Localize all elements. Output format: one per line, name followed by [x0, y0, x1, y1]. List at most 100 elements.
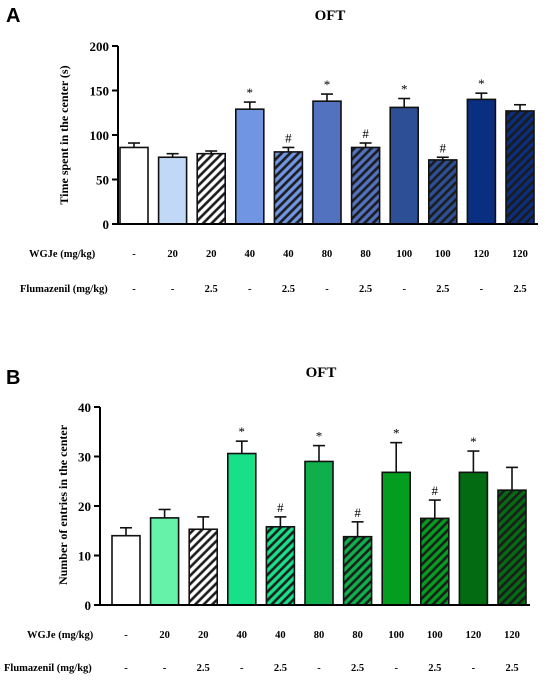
panel-a-dose-cell: - — [480, 284, 484, 295]
panel-a-y-tick-label: 150 — [90, 84, 110, 99]
panel-b-bar — [265, 525, 296, 606]
panel-a-dose-cell: 2.5 — [359, 284, 372, 295]
panel-a-dose-cell: 40 — [245, 249, 256, 260]
panel-a-plot-area: 0 50 100 150 200 * # * # * # * — [90, 39, 538, 232]
panel-a-dose-cell: 2.5 — [436, 284, 449, 295]
panel-b-y-tick-label: 30 — [78, 450, 91, 465]
panel-a-y-tick-label: 50 — [96, 173, 109, 188]
panel-a-bar — [196, 152, 226, 225]
panel-a-dose-cell: 80 — [360, 249, 371, 260]
panel-b-dose-cell: 40 — [275, 630, 286, 641]
panel-a-letter: A — [6, 5, 20, 27]
panel-b-significance-marker: # — [277, 500, 284, 515]
panel-b-significance-marker: * — [470, 434, 477, 449]
panel-b-dose-cell: 120 — [466, 630, 482, 641]
panel-a-significance-marker: # — [440, 140, 447, 155]
panel-a-bar — [505, 110, 535, 225]
panel-b-dose-cell: - — [472, 663, 476, 674]
panel-b-significance-marker: # — [354, 505, 361, 520]
panel-a-dose-cell: 100 — [435, 249, 451, 260]
panel-a-dose-table: - 20 20 40 40 80 80 100 100 120 120 - - 2.5 - 2.5 - 2.5 - 2… — [132, 249, 528, 295]
panel-a: A OFT Time spent in the center (s) 0 50 10… — [6, 5, 538, 295]
panel-a-significance-marker: * — [478, 76, 485, 91]
panel-a-dose-cell: - — [132, 284, 136, 295]
panel-b-y-tick-label: 10 — [78, 549, 91, 564]
panel-a-bar — [157, 156, 188, 225]
panel-b-dose-cell: 2.5 — [351, 663, 364, 674]
panel-b-bar — [149, 517, 180, 606]
panel-b-wgje-row-label: WGJe (mg/kg) — [27, 630, 94, 641]
panel-b-bar — [227, 452, 257, 606]
panel-b-bar — [419, 517, 450, 606]
panel-b-bar — [497, 489, 527, 606]
panel-b-dose-cell: 20 — [159, 630, 170, 641]
panel-a-significance-marker: # — [285, 130, 292, 145]
panel-b-dose-cell: 80 — [352, 630, 363, 641]
panel-a-significance-marker: # — [362, 126, 369, 141]
panel-a-dose-cell: - — [132, 249, 136, 260]
panel-a-bar — [427, 159, 458, 225]
panel-b-bar — [304, 460, 334, 606]
panel-b-significance-marker: * — [393, 426, 400, 441]
panel-b-bar — [458, 471, 489, 606]
panel-a-bar — [350, 146, 381, 225]
panel-b-y-tick-label: 0 — [85, 598, 92, 613]
panel-b-dose-cell: 120 — [504, 630, 520, 641]
panel-b-dose-cell: 2.5 — [274, 663, 287, 674]
panel-b-flumazenil-row-label: Flumazenil (mg/kg) — [4, 663, 92, 674]
panel-a-bar — [119, 146, 149, 225]
panel-b-significance-marker: * — [316, 429, 323, 444]
panel-a-bar — [389, 106, 420, 225]
panel-a-title: OFT — [315, 8, 346, 24]
panel-b-dose-cell: - — [124, 663, 128, 674]
panel-b-bar — [381, 471, 412, 606]
panel-b-dose-cell: 100 — [427, 630, 443, 641]
panel-a-y-tick-label: 200 — [90, 39, 110, 54]
panel-a-dose-cell: 2.5 — [282, 284, 295, 295]
panel-b-dose-cell: 80 — [314, 630, 325, 641]
panel-a-dose-cell: 2.5 — [205, 284, 218, 295]
panel-a-dose-cell: 2.5 — [513, 284, 526, 295]
panel-a-dose-cell: - — [171, 284, 175, 295]
panel-a-bar — [235, 108, 265, 225]
panel-b-dose-cell: 2.5 — [197, 663, 210, 674]
panel-a-dose-cell: 40 — [283, 249, 294, 260]
panel-b: B OFT Number of entries in the center 0 1… — [4, 365, 530, 674]
panel-a-significance-marker: * — [324, 77, 331, 92]
panel-b-letter: B — [6, 367, 20, 389]
panel-b-title: OFT — [306, 365, 337, 381]
panel-a-dose-cell: 100 — [396, 249, 412, 260]
panel-a-bar — [312, 100, 342, 225]
panel-a-significance-marker: * — [401, 82, 408, 97]
panel-b-bar — [111, 534, 141, 606]
panel-a-dose-cell: 80 — [322, 249, 333, 260]
panel-b-dose-cell: 2.5 — [505, 663, 518, 674]
panel-b-significance-marker: # — [432, 483, 439, 498]
panel-a-y-axis-label: Time spent in the center (s) — [57, 65, 71, 204]
panel-a-significance-marker: * — [247, 85, 254, 100]
panel-a-dose-cell: 20 — [167, 249, 178, 260]
panel-a-y-tick-label: 100 — [90, 128, 110, 143]
panel-b-dose-table: - 20 20 40 40 80 80 100 100 120 120 - - 2.5 - 2.5 - 2.5 - 2… — [124, 630, 520, 674]
panel-a-dose-cell: - — [325, 284, 329, 295]
panel-b-bar — [342, 535, 373, 606]
panel-b-dose-cell: 20 — [198, 630, 209, 641]
panel-b-dose-cell: 40 — [237, 630, 248, 641]
panel-a-dose-cell: - — [248, 284, 252, 295]
panel-a-flumazenil-row-label: Flumazenil (mg/kg) — [20, 284, 108, 295]
panel-b-dose-cell: 2.5 — [428, 663, 441, 674]
panel-b-y-tick-label: 40 — [78, 400, 91, 415]
panel-a-dose-cell: 120 — [512, 249, 528, 260]
panel-b-y-axis-label: Number of entries in the center — [56, 424, 70, 585]
panel-b-plot-area: 0 10 20 30 40 * # * # * # * — [78, 400, 530, 613]
panel-b-dose-cell: - — [163, 663, 167, 674]
panel-a-wgje-row-label: WGJe (mg/kg) — [29, 249, 96, 260]
panel-b-dose-cell: - — [394, 663, 398, 674]
panel-a-dose-cell: - — [402, 284, 406, 295]
panel-a-dose-cell: 120 — [474, 249, 490, 260]
panel-b-dose-cell: - — [317, 663, 321, 674]
panel-a-dose-cell: 20 — [206, 249, 217, 260]
panel-b-dose-cell: - — [124, 630, 128, 641]
panel-b-dose-cell: 100 — [388, 630, 404, 641]
panel-b-bar — [188, 528, 218, 606]
